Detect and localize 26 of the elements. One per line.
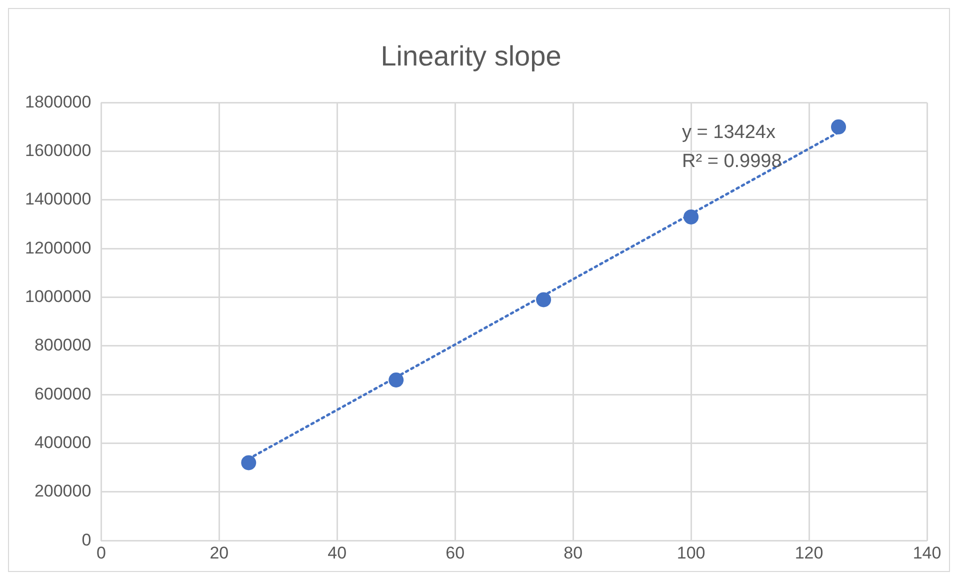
x-tick-label: 80: [564, 543, 583, 562]
x-tick-label: 0: [96, 543, 106, 562]
annotation: y = 13424x: [682, 122, 776, 143]
point: [831, 119, 846, 134]
x-tick-label: 100: [676, 543, 706, 562]
y-tick-label: 1200000: [24, 238, 92, 258]
y-tick-label: 0: [82, 530, 92, 550]
x-tick-label: 140: [912, 543, 942, 562]
y-tick-label: 1400000: [24, 190, 92, 209]
y-tick-label: 1600000: [24, 140, 92, 160]
y-tick-label: 600000: [34, 384, 92, 404]
x-tick-label: 60: [446, 543, 465, 562]
y-tick-label: 1800000: [24, 92, 92, 112]
y-tick-label: 1000000: [24, 286, 92, 306]
chart-title: Linearity slope: [380, 40, 562, 72]
point: [684, 209, 699, 224]
point: [536, 292, 552, 308]
x-tick-label: 120: [794, 543, 824, 562]
point: [241, 455, 256, 470]
x-tick-label: 40: [328, 543, 347, 562]
y-tick-label: 400000: [34, 432, 92, 452]
point: [388, 372, 404, 388]
annotation: R² = 0.9998: [682, 150, 782, 172]
x-tick-label: 20: [210, 543, 229, 562]
y-tick-label: 800000: [34, 336, 92, 355]
y-tick-label: 200000: [34, 482, 92, 501]
